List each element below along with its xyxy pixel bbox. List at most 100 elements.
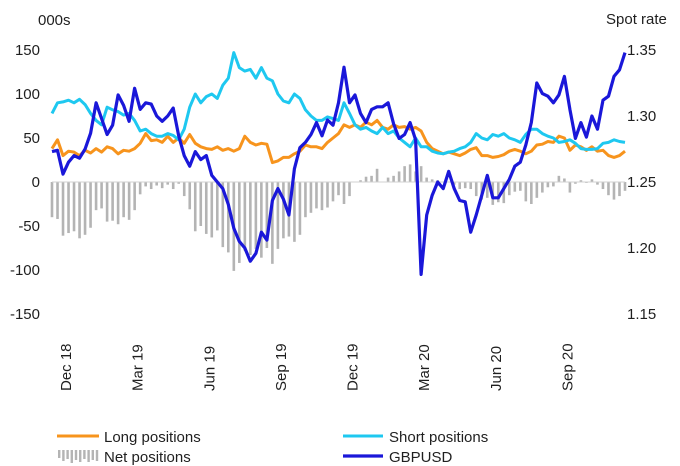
legend-label-net: Net positions: [104, 449, 191, 466]
net-position-bar: [138, 182, 142, 195]
net-position-bar: [463, 182, 467, 189]
net-position-bar: [215, 182, 219, 231]
net-position-bar: [397, 171, 401, 182]
net-position-bar: [304, 182, 307, 218]
net-position-bar: [160, 182, 164, 189]
net-position-bar: [238, 182, 241, 263]
legend-swatch-net-bar: [74, 450, 78, 460]
net-position-bar: [623, 182, 627, 191]
net-position-bar: [513, 182, 517, 192]
net-position-bar: [78, 182, 81, 239]
net-position-bar: [596, 182, 599, 185]
right-axis-unit-label: Spot rate: [606, 11, 667, 28]
net-position-bar: [590, 179, 594, 182]
net-position-bar: [337, 182, 340, 196]
net-position-bar: [601, 182, 605, 190]
net-position-bar: [271, 182, 274, 264]
legend-swatch-net-bar: [66, 450, 69, 459]
legend-item-short: Short positions: [343, 429, 488, 446]
net-position-bar: [265, 182, 269, 248]
net-position-bar: [177, 182, 181, 184]
left-tick-label: -150: [10, 306, 40, 323]
net-position-bar: [392, 175, 395, 182]
legend: Long positions Net positions Short posit…: [57, 429, 488, 466]
net-position-bar: [535, 182, 539, 198]
right-tick-label: 1.30: [627, 108, 656, 125]
net-position-bar: [563, 178, 566, 182]
net-position-bar: [122, 182, 125, 218]
net-position-bar: [100, 182, 103, 209]
net-position-bar: [452, 182, 456, 185]
x-tick-label: Jun 19: [201, 346, 218, 391]
net-position-bar: [315, 182, 318, 209]
net-position-bar: [249, 182, 252, 256]
net-position-bar: [485, 182, 489, 198]
net-position-bar: [309, 182, 313, 213]
net-position-bar: [111, 182, 114, 221]
net-position-bar: [375, 168, 379, 182]
legend-swatch-net-bar: [87, 450, 90, 462]
net-position-bar: [276, 182, 280, 249]
net-positions-bars: [50, 164, 627, 271]
legend-swatch-net-bar: [91, 450, 94, 460]
legend-label-long: Long positions: [104, 429, 201, 446]
left-tick-label: 50: [23, 130, 40, 147]
legend-item-long: Long positions: [57, 429, 201, 446]
left-tick-label: -100: [10, 262, 40, 279]
net-position-bar: [370, 175, 373, 182]
net-position-bar: [469, 182, 473, 190]
net-position-bar: [507, 182, 511, 196]
net-position-bar: [568, 182, 572, 193]
net-position-bar: [188, 182, 192, 210]
net-position-bar: [474, 182, 478, 197]
net-position-bar: [359, 180, 362, 182]
net-position-bar: [155, 182, 158, 186]
net-position-bar: [519, 182, 522, 191]
left-tick-label: -50: [18, 218, 40, 235]
legend-swatch-net-bar: [70, 450, 73, 463]
net-position-bar: [298, 182, 302, 235]
net-position-bar: [282, 182, 285, 239]
net-position-bar: [254, 182, 258, 249]
long-positions-line: [50, 118, 626, 165]
net-position-bar: [530, 182, 533, 204]
legend-label-short: Short positions: [389, 429, 488, 446]
legend-swatch-net-bar: [58, 450, 61, 458]
net-position-bar: [348, 182, 351, 197]
legend-swatch-net-bar: [62, 450, 65, 461]
x-tick-label: Dec 19: [345, 343, 362, 391]
net-position-bar: [546, 182, 550, 188]
legend-swatch-net-bar: [95, 450, 99, 461]
net-position-bar: [89, 182, 92, 228]
net-position-bar: [496, 182, 500, 203]
net-position-bar: [221, 182, 225, 248]
net-position-bar: [557, 175, 561, 182]
right-tick-label: 1.20: [627, 240, 656, 257]
x-tick-label: Sep 20: [559, 343, 576, 391]
net-position-bar: [193, 182, 197, 232]
net-position-bar: [199, 182, 203, 226]
net-position-bar: [133, 182, 136, 211]
net-position-bar: [419, 166, 423, 182]
net-position-bar: [67, 182, 70, 234]
left-tick-label: 100: [15, 86, 40, 103]
net-position-bar: [83, 182, 87, 235]
net-position-bar: [579, 180, 583, 182]
net-position-bar: [552, 182, 555, 187]
net-position-bar: [403, 166, 406, 182]
net-position-bar: [166, 182, 170, 185]
left-axis-ticks: 150 100 50 0 -50 -100 -150: [10, 42, 40, 323]
net-position-bar: [386, 177, 390, 182]
net-position-bar: [149, 182, 153, 190]
right-tick-label: 1.35: [627, 42, 656, 59]
net-position-bar: [260, 182, 263, 258]
x-tick-label: Jun 20: [488, 346, 505, 391]
net-position-bar: [342, 182, 346, 204]
net-position-bar: [56, 182, 59, 219]
net-position-bar: [331, 182, 335, 202]
left-axis-unit-label: 000s: [38, 12, 71, 29]
net-position-bar: [204, 182, 208, 234]
net-position-bar: [182, 182, 186, 197]
net-position-bar: [210, 182, 214, 238]
